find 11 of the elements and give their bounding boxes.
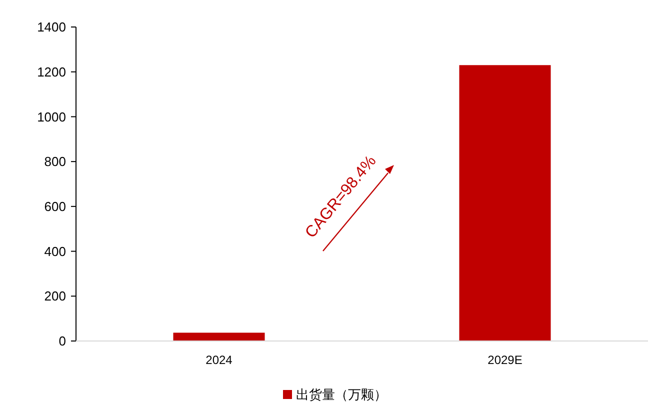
x-tick-label: 2029E [488,353,522,367]
y-tick-label: 1400 [37,20,66,35]
y-tick-label: 1200 [37,64,66,80]
y-tick-label: 200 [44,288,66,304]
legend-label: 出货量（万颗） [296,387,387,402]
y-tick-label: 1000 [37,109,66,124]
x-tick-label: 2024 [206,353,233,367]
y-tick-label: 800 [44,154,66,170]
y-tick-label: 600 [44,198,66,214]
y-tick-label: 400 [44,244,66,259]
y-tick-label: 0 [58,334,66,349]
